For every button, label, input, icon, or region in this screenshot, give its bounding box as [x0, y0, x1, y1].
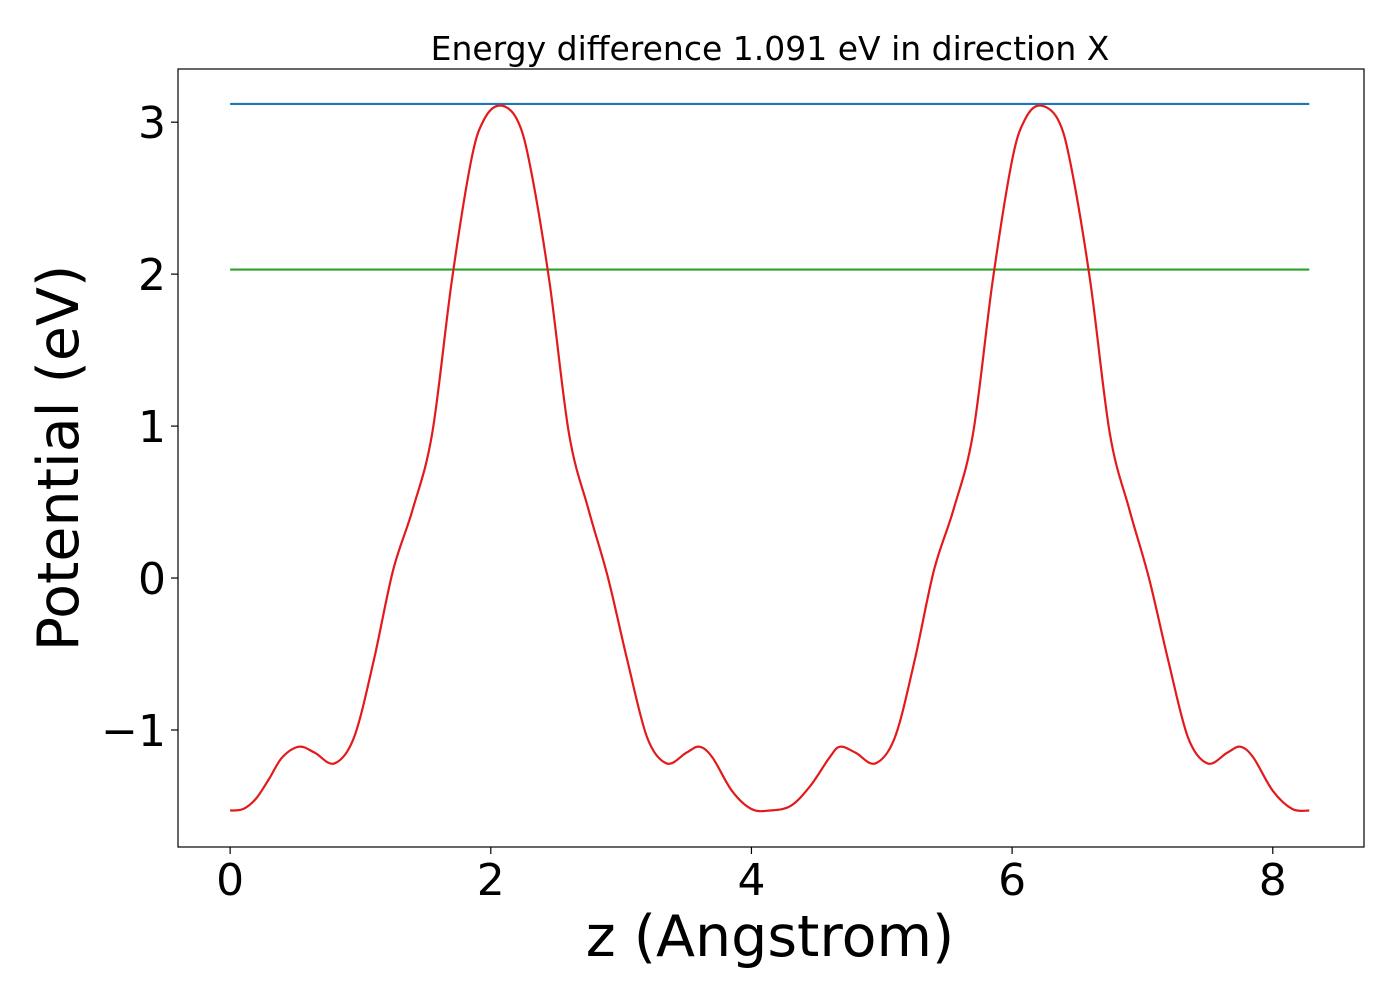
y-tick-label: 2: [138, 250, 166, 301]
chart-title: Energy difference 1.091 eV in direction …: [431, 29, 1110, 68]
x-tick-label: 4: [737, 855, 765, 906]
y-axis-label: Potential (eV): [26, 265, 92, 651]
y-tick-label: 0: [138, 554, 166, 605]
x-axis-label: z (Angstrom): [586, 904, 954, 970]
x-tick-label: 2: [477, 855, 505, 906]
y-tick-label: 1: [138, 402, 166, 453]
plot-frame: [177, 68, 1365, 848]
x-tick-label: 0: [216, 855, 244, 906]
plot-lines: [230, 102, 1310, 813]
y-axis-ticks: −1 0 1 2 3: [101, 98, 178, 757]
y-tick-label: −1: [101, 706, 166, 757]
x-tick-label: 8: [1259, 855, 1287, 906]
x-axis-ticks: 0 2 4 6 8: [216, 847, 1287, 906]
x-tick-label: 6: [998, 855, 1026, 906]
y-tick-label: 3: [138, 98, 166, 149]
series-line-2: [230, 104, 1310, 813]
